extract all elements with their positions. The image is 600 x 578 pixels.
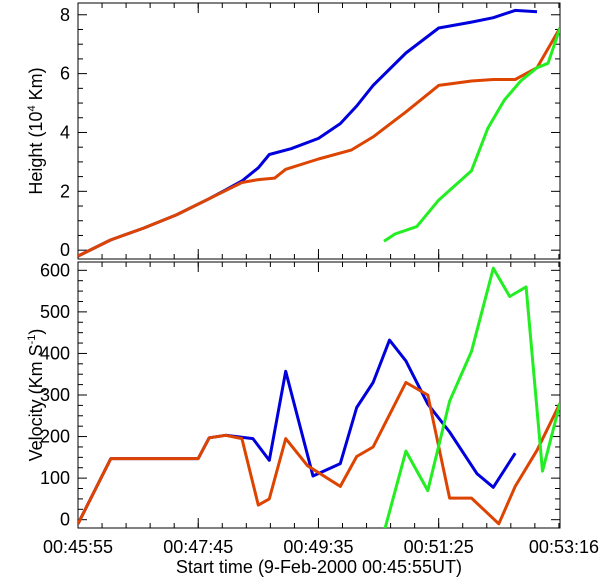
x-axis-title: Start time (9-Feb-2000 00:45:55UT) xyxy=(176,557,462,577)
velocity-series-2-line xyxy=(383,266,560,528)
velocity-ytick-label: 0 xyxy=(60,510,70,530)
height-ytick-label: 8 xyxy=(60,5,70,25)
height-ytick-label: 4 xyxy=(60,122,70,142)
velocity-ytick-label: 400 xyxy=(40,343,70,363)
velocity-ytick-label: 300 xyxy=(40,385,70,405)
xtick-label: 00:51:25 xyxy=(404,537,474,557)
velocity-ytick-label: 100 xyxy=(40,468,70,488)
height-ytick-label: 0 xyxy=(60,240,70,260)
velocity-ytick-label: 500 xyxy=(40,302,70,322)
velocity-series-1-line xyxy=(78,381,560,526)
velocity-ticks: 0 100 200 300 400 500 600 00:45:55 00:47:45 00:49… xyxy=(40,260,599,557)
xtick-label: 00:49:35 xyxy=(283,537,353,557)
velocity-plot-frame xyxy=(77,261,561,529)
velocity-ytick-label: 200 xyxy=(40,427,70,447)
velocity-axis-title: Velocity (Km S-1) xyxy=(26,329,46,462)
height-series xyxy=(78,8,560,258)
height-axis-title: Height (104 Km) xyxy=(26,67,46,194)
height-series-2-line xyxy=(383,27,560,243)
xtick-label: 00:47:45 xyxy=(163,537,233,557)
velocity-ytick-label: 600 xyxy=(40,260,70,280)
xtick-label: 00:45:55 xyxy=(43,537,113,557)
height-ytick-label: 6 xyxy=(60,64,70,84)
height-series-1-line xyxy=(78,27,560,258)
xtick-label: 00:53:16 xyxy=(529,537,599,557)
height-ticks: 0 2 4 6 8 xyxy=(60,3,561,260)
height-plot-frame xyxy=(77,2,561,260)
height-series-0-line xyxy=(78,8,538,258)
height-panel: 0 2 4 6 8 Height (104 Km) xyxy=(26,2,561,260)
velocity-panel: 0 100 200 300 400 500 600 00:45:55 00:47:45 00:49… xyxy=(26,260,599,577)
height-ytick-label: 2 xyxy=(60,181,70,201)
velocity-series xyxy=(78,266,560,528)
